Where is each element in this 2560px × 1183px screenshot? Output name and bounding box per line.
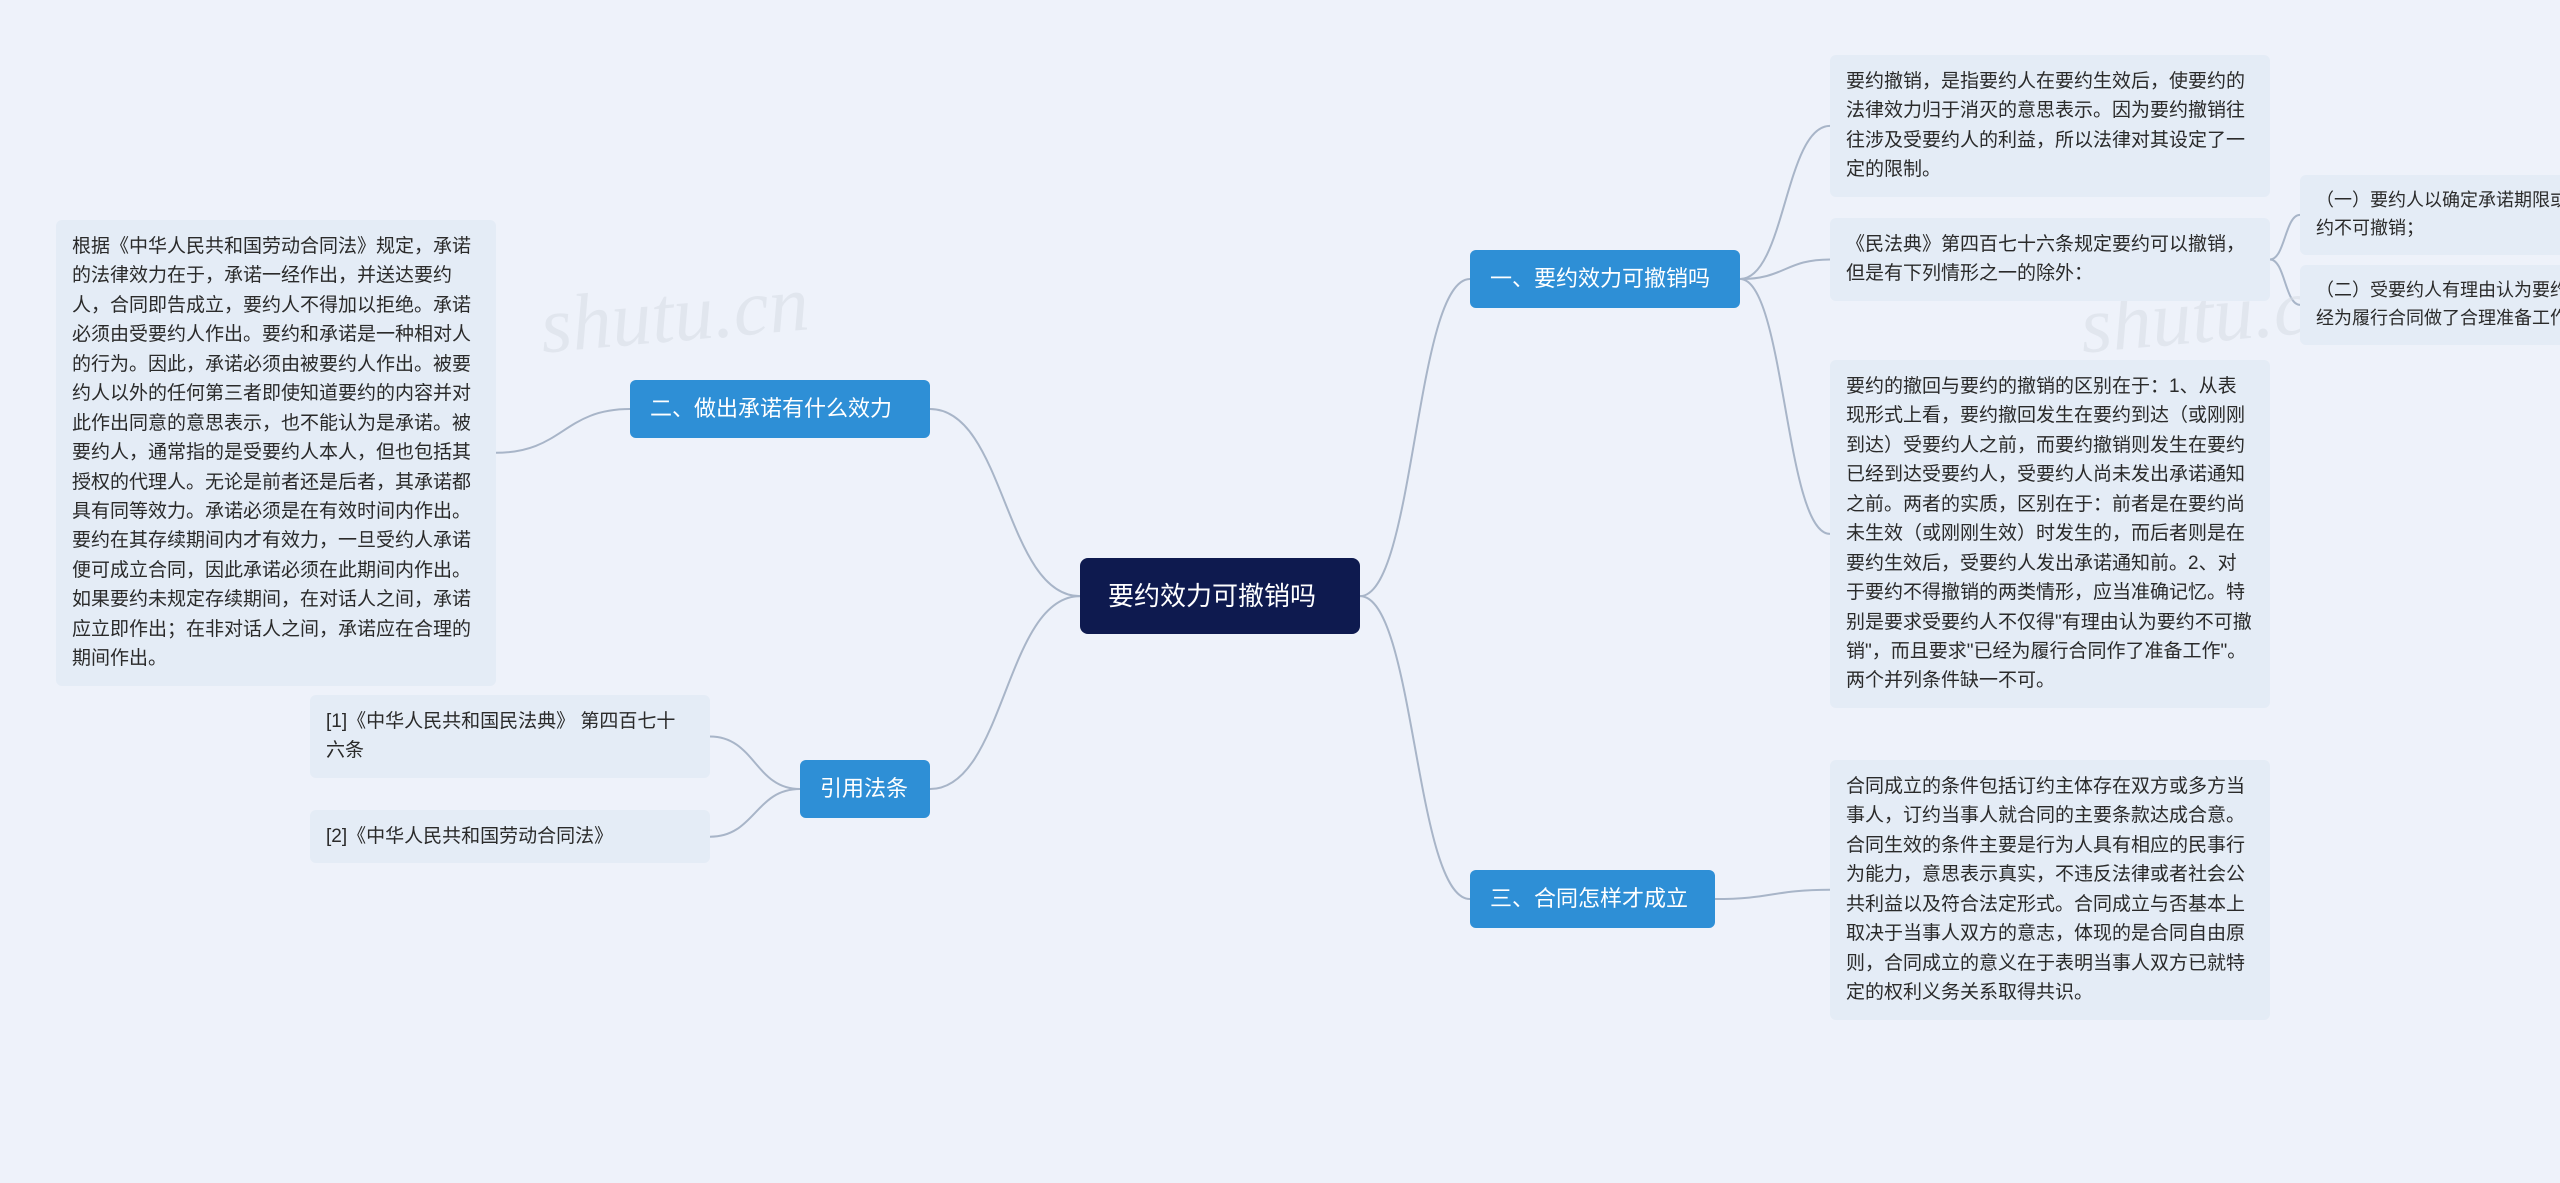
root-node[interactable]: 要约效力可撤销吗 [1080, 558, 1360, 634]
branch-3[interactable]: 三、合同怎样才成立 [1470, 870, 1715, 928]
branch-2-leaf-1[interactable]: 根据《中华人民共和国劳动合同法》规定，承诺的法律效力在于，承诺一经作出，并送达要… [56, 220, 496, 686]
branch-2[interactable]: 二、做出承诺有什么效力 [630, 380, 930, 438]
branch-4-leaf-2[interactable]: [2]《中华人民共和国劳动合同法》 [310, 810, 710, 863]
branch-1-leaf-3[interactable]: 要约的撤回与要约的撤销的区别在于：1、从表现形式上看，要约撤回发生在要约到达（或… [1830, 360, 2270, 708]
branch-4-leaf-1[interactable]: [1]《中华人民共和国民法典》 第四百七十六条 [310, 695, 710, 778]
branch-1-leaf-2[interactable]: 《民法典》第四百七十六条规定要约可以撤销，但是有下列情形之一的除外： [1830, 218, 2270, 301]
branch-3-leaf-1[interactable]: 合同成立的条件包括订约主体存在双方或多方当事人，订约当事人就合同的主要条款达成合… [1830, 760, 2270, 1020]
branch-1-leaf-1[interactable]: 要约撤销，是指要约人在要约生效后，使要约的法律效力归于消灭的意思表示。因为要约撤… [1830, 55, 2270, 197]
branch-1[interactable]: 一、要约效力可撤销吗 [1470, 250, 1740, 308]
branch-1-leaf-2b[interactable]: （二）受要约人有理由认为要约是不可撤销的并已经为履行合同做了合理准备工作。 [2300, 265, 2560, 345]
branch-1-leaf-2a[interactable]: （一）要约人以确定承诺期限或者其他形式明示要约不可撤销； [2300, 175, 2560, 255]
branch-4[interactable]: 引用法条 [800, 760, 930, 818]
watermark-1: shutu.cn [537, 258, 813, 372]
